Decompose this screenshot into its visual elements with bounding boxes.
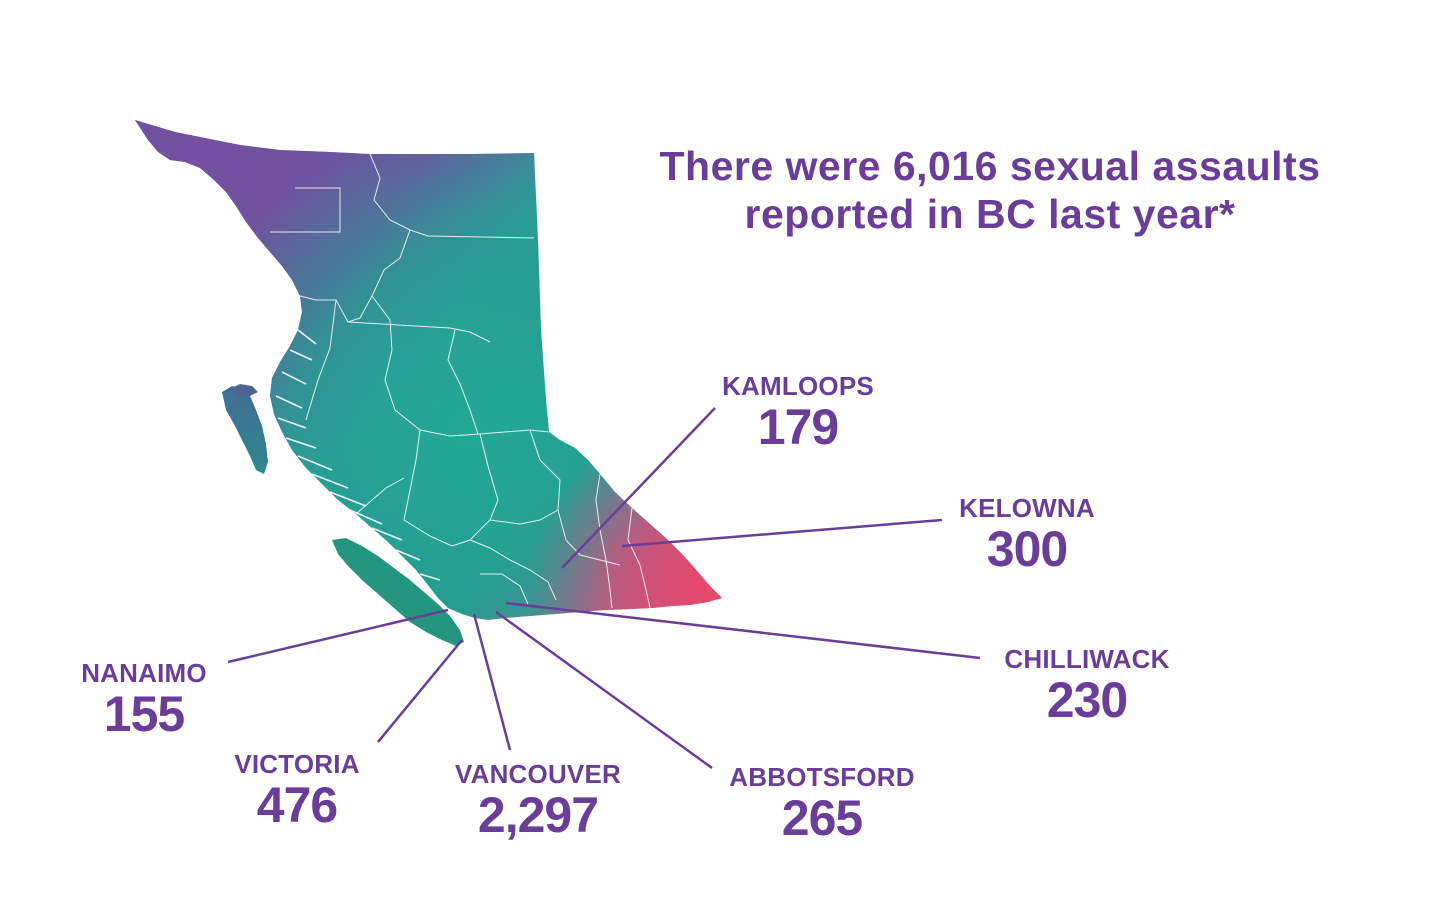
headline-line-1: There were 6,016 sexual assaults	[659, 143, 1321, 189]
vancouver-island	[332, 538, 464, 646]
district-boundaries	[270, 153, 651, 609]
city-name: CHILLIWACK	[1004, 644, 1170, 674]
city-count: 2,297	[477, 787, 599, 843]
city-label-victoria: VICTORIA 476	[234, 749, 359, 831]
city-label-kelowna: KELOWNA 300	[959, 493, 1095, 575]
city-label-nanaimo: NANAIMO 155	[81, 658, 207, 740]
city-label-abbotsford: ABBOTSFORD 265	[729, 762, 914, 844]
city-count: 476	[256, 777, 338, 833]
city-count: 155	[103, 686, 185, 742]
city-label-chilliwack: CHILLIWACK 230	[1004, 644, 1169, 726]
leader-line-vancouver	[472, 613, 512, 751]
coastal-inlets	[275, 329, 441, 581]
city-label-vancouver: VANCOUVER 2,297	[455, 759, 621, 841]
city-count: 179	[757, 399, 839, 455]
leader-line-kamloops	[561, 407, 716, 569]
haida-gwaii	[222, 386, 268, 474]
headline: There were 6,016 sexual assaults reporte…	[600, 142, 1380, 238]
city-count: 300	[986, 521, 1068, 577]
leader-line-abbotsford	[495, 610, 713, 770]
leader-lines	[227, 407, 981, 770]
city-count: 265	[781, 790, 863, 846]
haida-gwaii-north	[228, 384, 258, 396]
headline-line-2: reported in BC last year*	[744, 191, 1236, 237]
leader-line-kelowna	[621, 518, 943, 548]
city-count: 230	[1046, 672, 1128, 728]
city-name: KELOWNA	[959, 493, 1095, 523]
city-label-kamloops: KAMLOOPS 179	[722, 371, 874, 453]
city-name: NANAIMO	[81, 658, 207, 688]
city-name: KAMLOOPS	[722, 371, 874, 401]
bc-mainland	[135, 120, 722, 620]
city-name: VANCOUVER	[454, 759, 622, 789]
leader-line-victoria	[377, 639, 463, 743]
leader-line-nanaimo	[227, 608, 449, 664]
city-name: VICTORIA	[234, 749, 360, 779]
city-name: ABBOTSFORD	[729, 762, 915, 792]
leader-line-chilliwack	[505, 601, 981, 660]
